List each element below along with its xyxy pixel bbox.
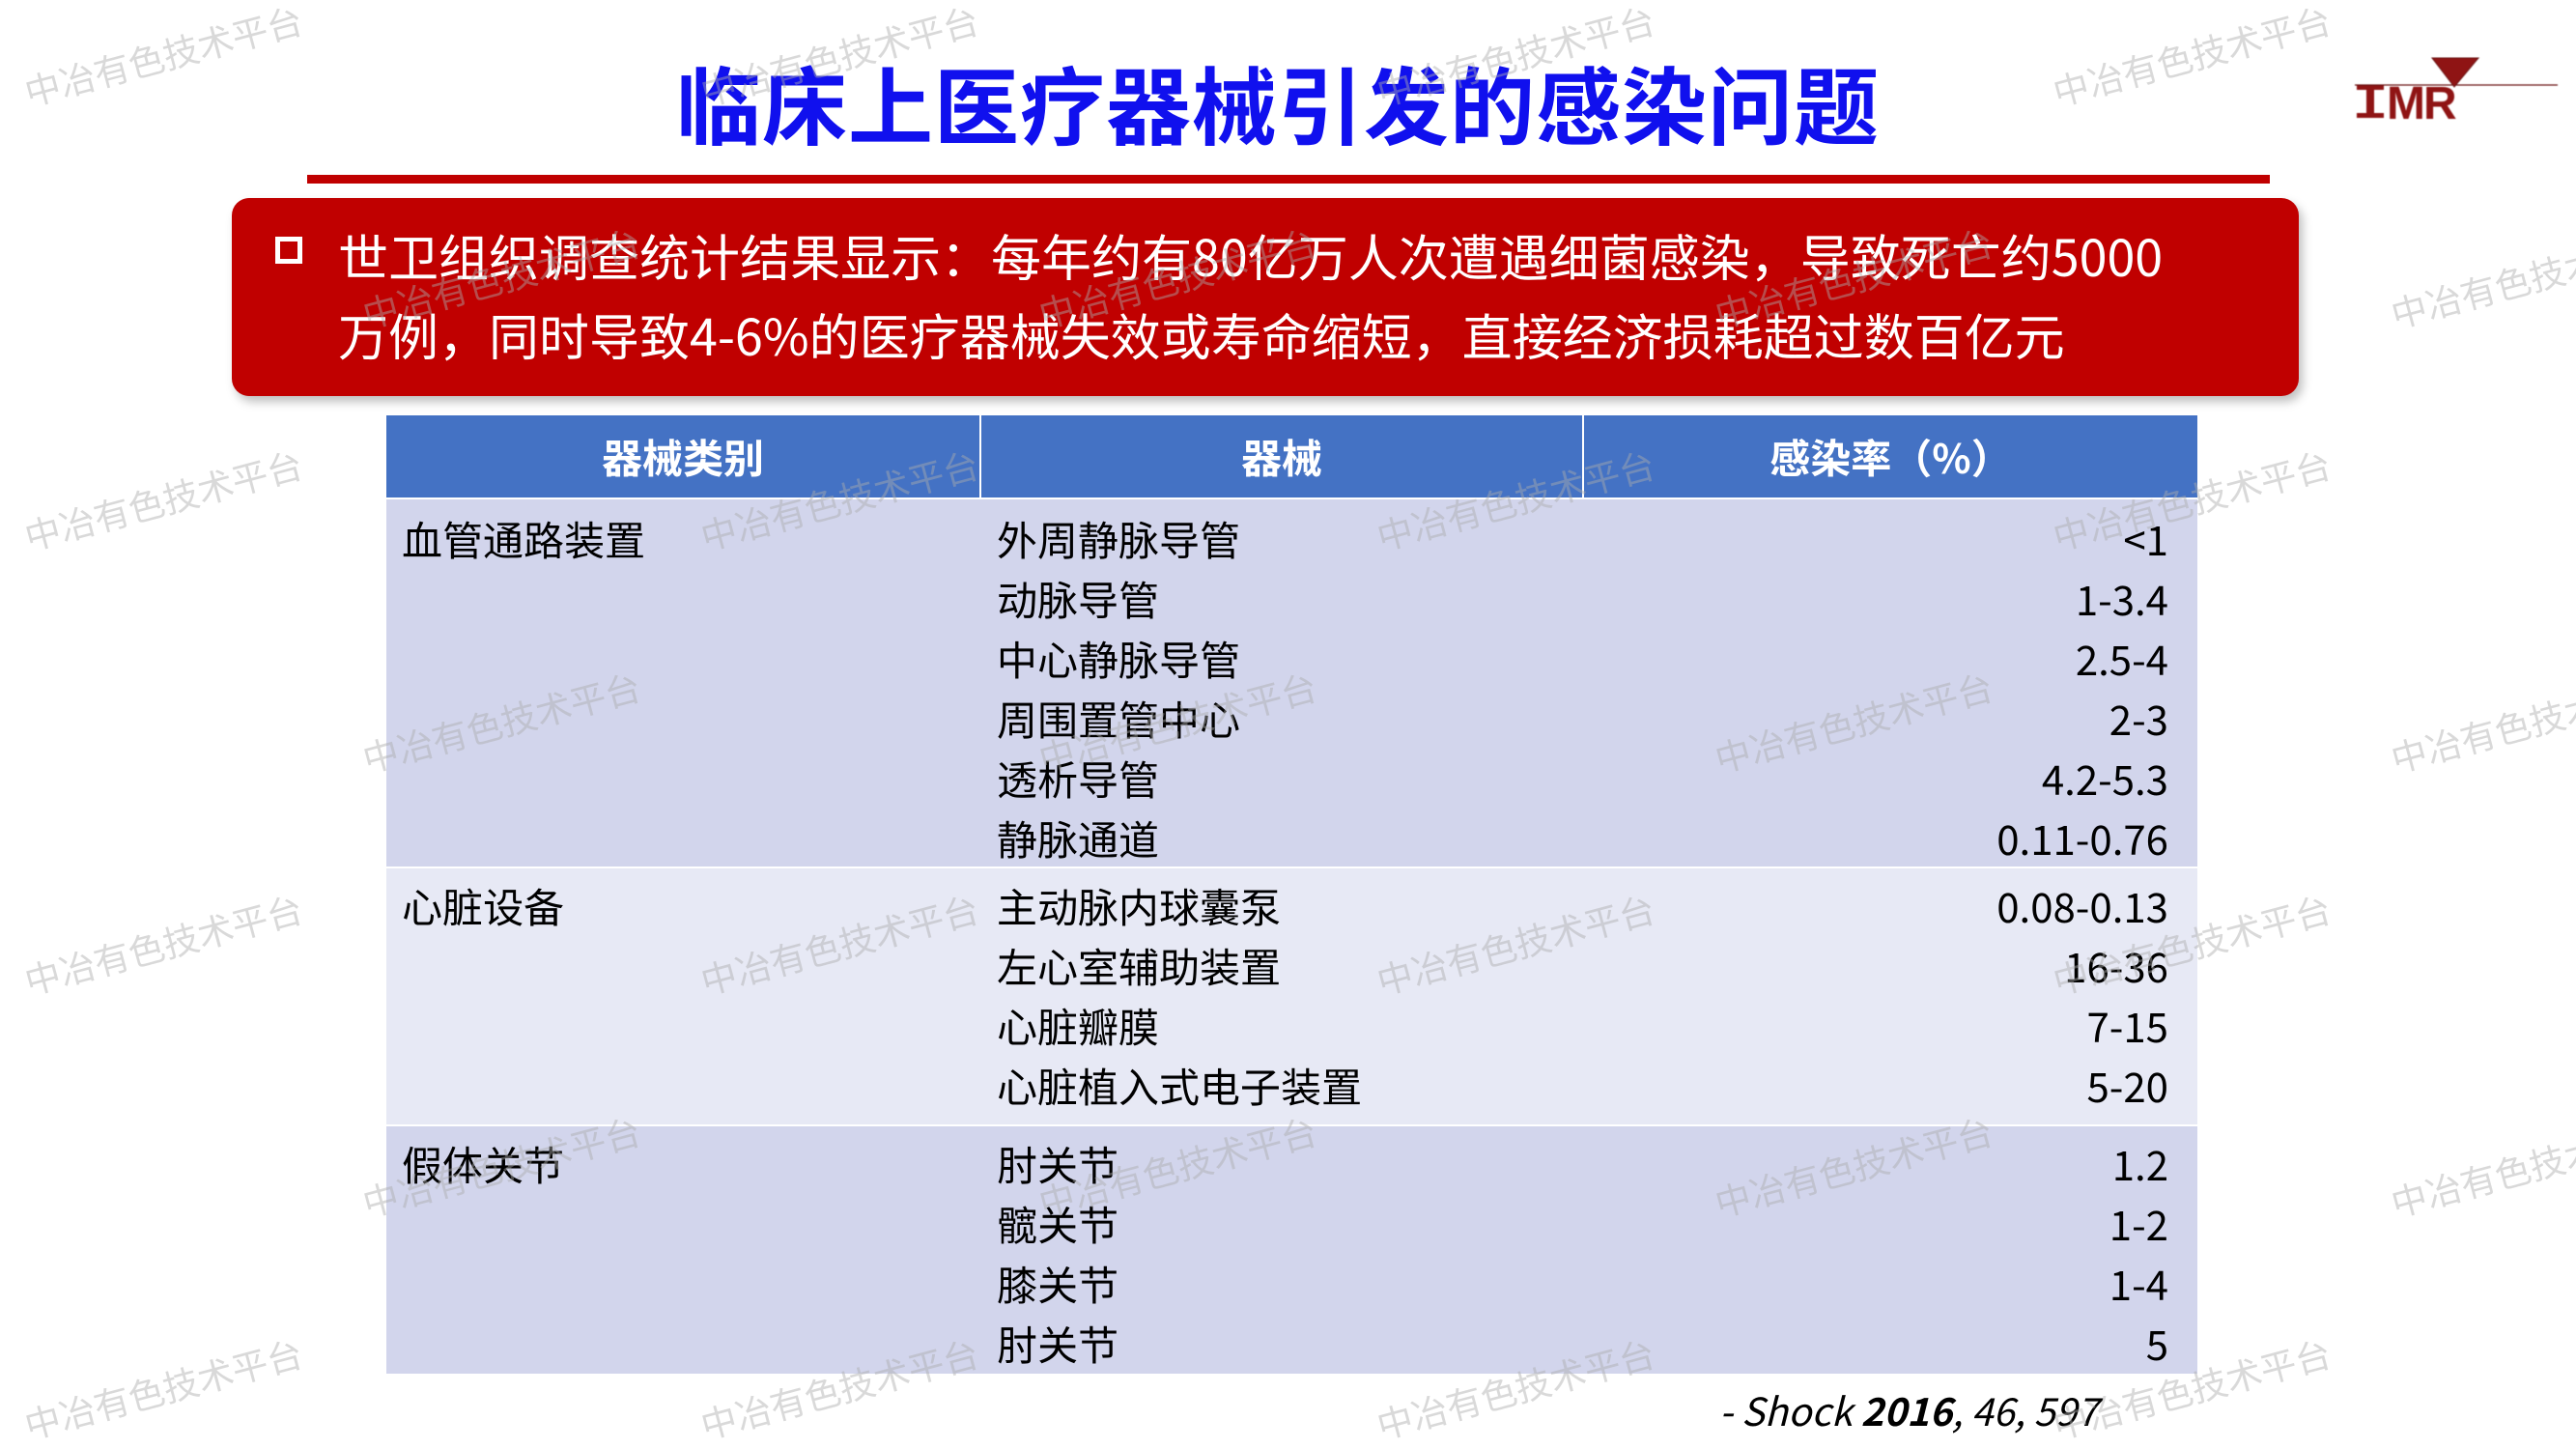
svg-text:MR: MR <box>2387 78 2456 126</box>
